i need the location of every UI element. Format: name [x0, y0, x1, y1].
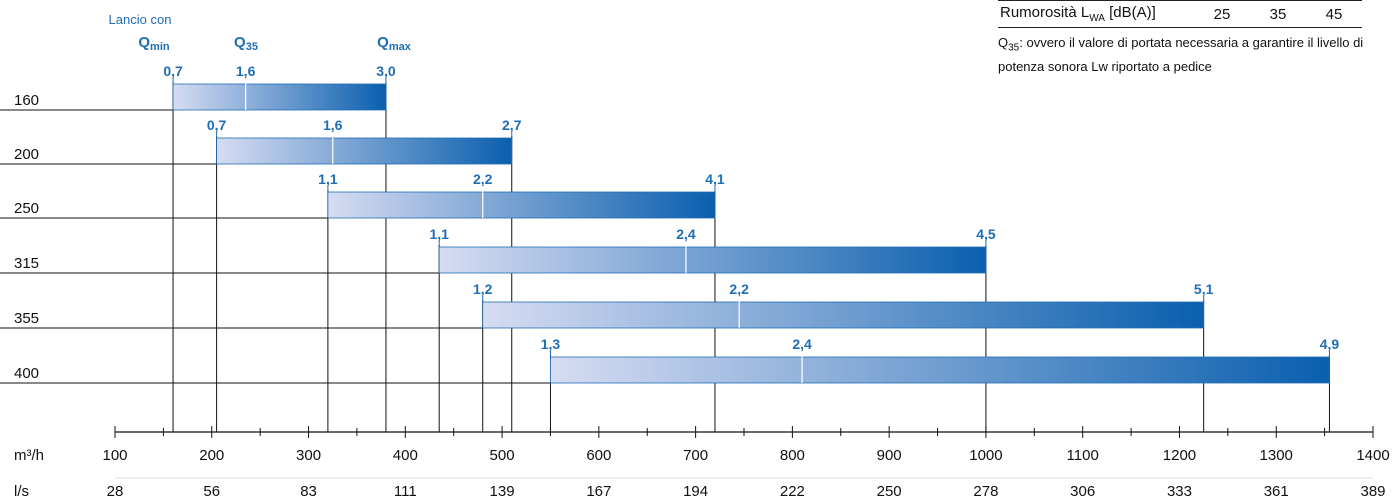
lancio-35-label: 2,2 — [473, 171, 493, 187]
tick-label-ls: 278 — [973, 483, 998, 500]
size-label-200: 200 — [14, 146, 39, 163]
tick-label-m3h: 600 — [586, 447, 611, 464]
tick-label-m3h: 1100 — [1067, 447, 1099, 464]
lancio-35-label: 1,6 — [236, 63, 256, 79]
noise-value-25: 25 — [1194, 0, 1250, 28]
size-label-315: 315 — [14, 255, 39, 272]
flow-bar-315 — [438, 246, 987, 274]
tick-label-ls: 222 — [780, 483, 805, 500]
caption-lancio-con: Lancio con — [109, 12, 172, 27]
tick-label-ls: 167 — [586, 483, 611, 500]
lancio-min-label: 1,2 — [473, 281, 493, 297]
flow-bar-355 — [482, 301, 1205, 329]
tick-label-ls: 194 — [683, 483, 708, 500]
lancio-min-label: 0,7 — [163, 63, 183, 79]
tick-label-ls: 139 — [490, 483, 515, 500]
lancio-max-label: 4,5 — [976, 226, 996, 242]
lancio-max-label: 4,9 — [1320, 336, 1340, 352]
lancio-min-label: 1,1 — [318, 171, 338, 187]
lancio-35-label: 2,4 — [792, 336, 812, 352]
header-q-min: Qmin — [138, 34, 170, 53]
noise-value-35: 35 — [1250, 0, 1306, 28]
tick-label-m3h: 800 — [780, 447, 805, 464]
tick-label-m3h: 300 — [296, 447, 321, 464]
noise-value-45: 45 — [1306, 0, 1362, 28]
tick-label-m3h: 200 — [199, 447, 224, 464]
noise-table: Rumorosità LWA [dB(A)] 25 35 45 — [998, 0, 1362, 28]
tick-label-ls: 306 — [1070, 483, 1095, 500]
tick-label-m3h: 1000 — [969, 447, 1002, 464]
size-label-250: 250 — [14, 200, 39, 217]
tick-label-ls: 361 — [1264, 483, 1289, 500]
chart-grid — [0, 82, 1330, 432]
tick-label-m3h: 500 — [490, 447, 515, 464]
tick-label-ls: 56 — [203, 483, 220, 500]
header-q-35: Q35 — [234, 34, 258, 53]
tick-label-m3h: 1200 — [1163, 447, 1196, 464]
header-q-max: Qmax — [377, 34, 412, 53]
size-label-355: 355 — [14, 310, 39, 327]
size-label-400: 400 — [14, 365, 39, 382]
tick-label-ls: 333 — [1167, 483, 1192, 500]
noise-legend: Rumorosità LWA [dB(A)] 25 35 45 Q35: ovv… — [998, 0, 1370, 76]
lancio-35-label: 2,2 — [729, 281, 749, 297]
flow-bar-200 — [216, 137, 513, 165]
lancio-min-label: 1,1 — [429, 226, 449, 242]
lancio-35-label: 2,4 — [676, 226, 696, 242]
tick-label-ls: 28 — [107, 483, 124, 500]
axis-label-m3h: m³/h — [14, 447, 44, 464]
lancio-max-label: 3,0 — [376, 63, 396, 79]
tick-label-m3h: 900 — [877, 447, 902, 464]
tick-label-ls: 250 — [877, 483, 902, 500]
lancio-max-label: 5,1 — [1194, 281, 1214, 297]
lancio-max-label: 4,1 — [705, 171, 725, 187]
tick-label-m3h: 100 — [102, 447, 127, 464]
chart-bars: 160 0,7 1,6 3,0 200 0,7 1,6 2,7 250 1,1 2,2 4,1 315 1… — [14, 63, 1340, 384]
noise-label: Rumorosità LWA [dB(A)] — [998, 0, 1194, 28]
axis-label-ls: l/s — [14, 483, 29, 500]
lancio-35-label: 1,6 — [323, 117, 343, 133]
lancio-min-label: 0,7 — [207, 117, 227, 133]
lancio-min-label: 1,3 — [541, 336, 561, 352]
flow-bar-250 — [327, 191, 716, 219]
tick-label-m3h: 700 — [683, 447, 708, 464]
tick-label-ls: 111 — [394, 483, 417, 500]
flow-bar-400 — [550, 356, 1330, 384]
flow-bar-160 — [172, 83, 387, 111]
q35-note: Q35: ovvero il valore di portata necessa… — [998, 35, 1364, 74]
noise-row: Rumorosità LWA [dB(A)] 25 35 45 — [998, 0, 1362, 28]
tick-label-ls: 83 — [300, 483, 317, 500]
tick-label-m3h: 1300 — [1260, 447, 1293, 464]
size-label-160: 160 — [14, 92, 39, 109]
lancio-max-label: 2,7 — [502, 117, 522, 133]
tick-label-ls: 389 — [1360, 483, 1385, 500]
x-axis: 100 28 200 56 300 83 400 111 500 139 600 167 700 194 8… — [14, 426, 1390, 500]
tick-label-m3h: 400 — [393, 447, 418, 464]
tick-label-m3h: 1400 — [1356, 447, 1389, 464]
